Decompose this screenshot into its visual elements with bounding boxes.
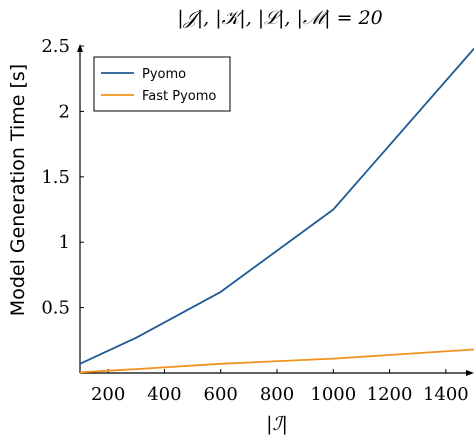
x-axis-label: |ℐ| (266, 413, 288, 435)
y-axis-label: Model Generation Time [s] (7, 64, 29, 316)
y-axis-arrow (77, 44, 83, 52)
x-tick-label: 1400 (423, 384, 469, 405)
y-tick-label: 2 (59, 101, 70, 122)
x-tick-label: 400 (147, 384, 181, 405)
chart-title: |𝒥|, |𝒦|, |ℒ|, |ℳ| = 20 (177, 7, 382, 29)
x-tick-label: 1000 (310, 384, 356, 405)
legend-label-fast-pyomo: Fast Pyomo (142, 89, 216, 104)
legend-label-pyomo: Pyomo (142, 67, 186, 82)
series-line-fast-pyomo (80, 350, 474, 373)
x-axis-arrow (466, 370, 474, 376)
legend: Pyomo Fast Pyomo (94, 57, 230, 111)
x-tick-label: 200 (91, 384, 125, 405)
y-tick-label: 1 (59, 232, 70, 253)
x-tick-label: 800 (260, 384, 294, 405)
y-tick-label: 2.5 (41, 36, 70, 57)
x-tick-label: 1200 (367, 384, 413, 405)
y-tick-label: 1.5 (41, 167, 70, 188)
x-tick-label: 600 (204, 384, 238, 405)
y-tick-label: 0.5 (41, 298, 70, 319)
